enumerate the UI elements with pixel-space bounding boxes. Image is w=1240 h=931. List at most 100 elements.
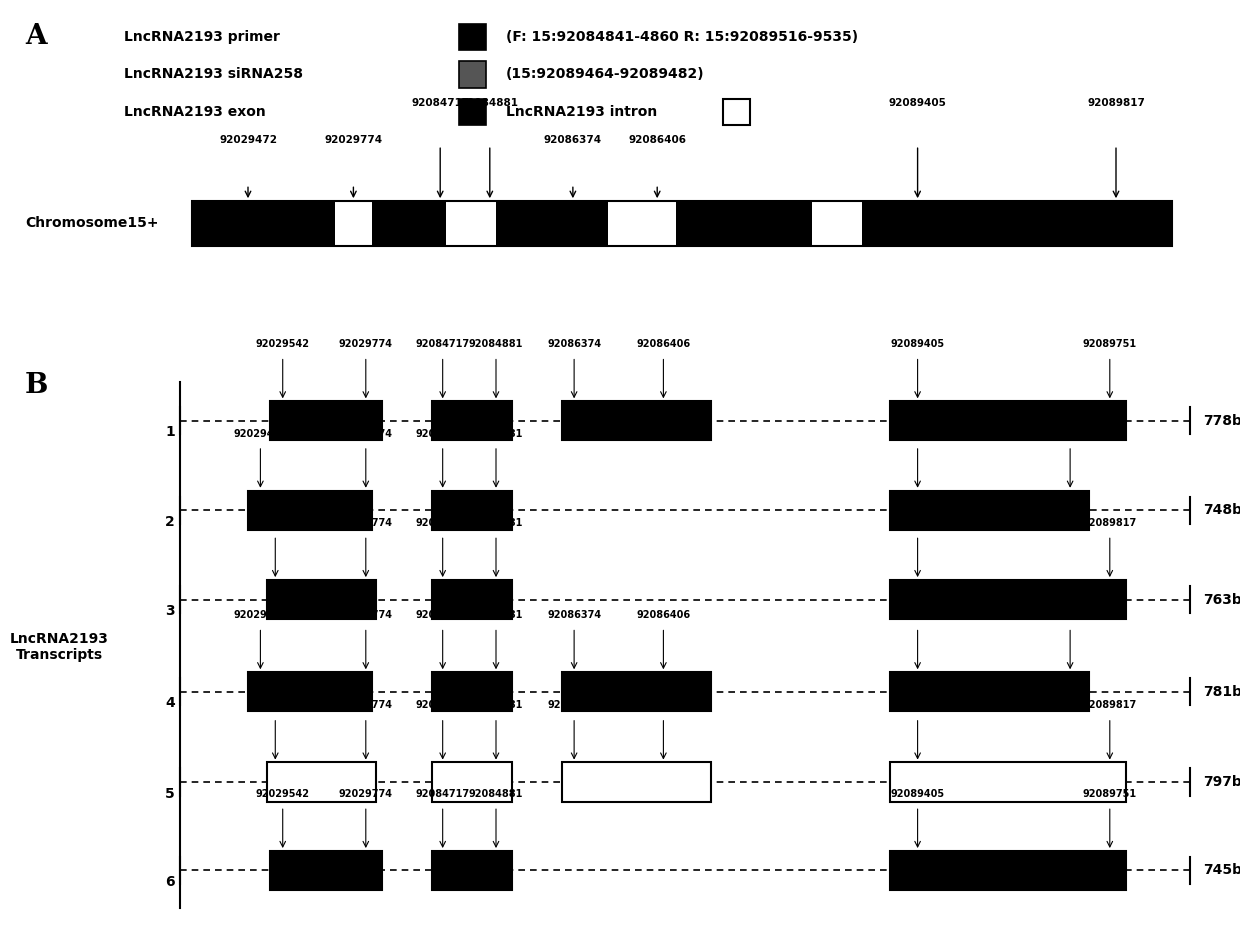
Text: 745bp: 745bp	[1203, 863, 1240, 878]
Bar	[432, 672, 512, 711]
Bar	[432, 851, 512, 890]
Text: 92089405: 92089405	[890, 610, 945, 620]
Text: 92029774: 92029774	[339, 610, 393, 620]
Text: 92084717: 92084717	[415, 518, 470, 528]
Bar	[459, 99, 486, 125]
Text: 92029774: 92029774	[339, 339, 393, 349]
Text: 92089817: 92089817	[1083, 700, 1137, 710]
Text: LncRNA2193 primer: LncRNA2193 primer	[124, 30, 280, 45]
Text: (15:92089464-92089482): (15:92089464-92089482)	[506, 67, 704, 82]
Text: 92029472: 92029472	[219, 135, 277, 145]
Text: LncRNA2193 intron: LncRNA2193 intron	[506, 104, 657, 119]
Text: LncRNA2193
Transcripts: LncRNA2193 Transcripts	[10, 632, 109, 662]
Text: 92084881: 92084881	[461, 98, 518, 108]
Bar	[192, 201, 1172, 246]
Text: LncRNA2193 exon: LncRNA2193 exon	[124, 104, 265, 119]
Text: 92089405: 92089405	[889, 98, 946, 108]
Bar	[267, 762, 376, 802]
Text: 92084881: 92084881	[469, 700, 523, 710]
Text: 92089684: 92089684	[1043, 428, 1097, 439]
Text: A: A	[25, 23, 46, 50]
Text: B: B	[25, 372, 48, 399]
Bar	[890, 401, 1126, 440]
Bar	[372, 201, 446, 246]
Bar	[192, 201, 1172, 246]
Bar	[335, 201, 372, 246]
Text: 92089817: 92089817	[1087, 98, 1145, 108]
Text: 92029774: 92029774	[339, 428, 393, 439]
Text: 92084881: 92084881	[469, 789, 523, 799]
Text: 92086406: 92086406	[629, 135, 686, 145]
Text: 92089405: 92089405	[890, 339, 945, 349]
Bar	[890, 491, 1089, 530]
Text: 92089405: 92089405	[890, 518, 945, 528]
Text: 92029774: 92029774	[339, 518, 393, 528]
Text: 92089817: 92089817	[1083, 518, 1137, 528]
Bar	[270, 401, 382, 440]
Text: 1: 1	[165, 425, 175, 439]
Bar	[562, 672, 711, 711]
Bar	[270, 851, 382, 890]
Text: 92086374: 92086374	[547, 339, 601, 349]
Text: 92029774: 92029774	[339, 700, 393, 710]
Bar	[608, 201, 676, 246]
Text: 92084717: 92084717	[415, 339, 470, 349]
Text: 92084717: 92084717	[412, 98, 469, 108]
Text: 92029472: 92029472	[233, 610, 288, 620]
Bar	[890, 580, 1126, 619]
Bar	[723, 99, 750, 125]
Text: Chromosome15+: Chromosome15+	[25, 216, 159, 231]
Text: 92086374: 92086374	[547, 700, 601, 710]
Text: 5: 5	[165, 787, 175, 801]
Text: 92089405: 92089405	[890, 428, 945, 439]
Text: 92029774: 92029774	[339, 789, 393, 799]
Text: 92086406: 92086406	[636, 610, 691, 620]
Text: 778bp: 778bp	[1203, 413, 1240, 428]
Bar	[862, 201, 1172, 246]
Text: 781bp: 781bp	[1203, 684, 1240, 699]
Bar	[432, 401, 512, 440]
Text: 92084881: 92084881	[469, 339, 523, 349]
Text: 2: 2	[165, 515, 175, 529]
Text: 92029774: 92029774	[325, 135, 382, 145]
Bar	[432, 491, 512, 530]
Text: 6: 6	[165, 875, 175, 889]
Bar	[562, 762, 711, 802]
Text: 748bp: 748bp	[1203, 503, 1240, 518]
Bar	[446, 201, 496, 246]
Text: 92084881: 92084881	[469, 610, 523, 620]
Bar	[496, 201, 608, 246]
Text: 763bp: 763bp	[1203, 592, 1240, 607]
Text: 92089751: 92089751	[1083, 789, 1137, 799]
Text: 92084881: 92084881	[469, 428, 523, 439]
Bar	[812, 201, 862, 246]
Text: 92086406: 92086406	[636, 700, 691, 710]
Bar	[459, 61, 486, 88]
Text: 92029542: 92029542	[255, 789, 310, 799]
Text: 92089751: 92089751	[1083, 339, 1137, 349]
Bar	[432, 762, 512, 802]
Bar	[459, 24, 486, 50]
Text: 92029589: 92029589	[248, 518, 303, 528]
Text: 3: 3	[165, 604, 175, 618]
Text: 92089405: 92089405	[890, 700, 945, 710]
Bar	[890, 851, 1126, 890]
Text: 92086406: 92086406	[636, 339, 691, 349]
Bar	[890, 762, 1126, 802]
Text: 92084717: 92084717	[415, 610, 470, 620]
Text: 92089405: 92089405	[890, 789, 945, 799]
Text: 4: 4	[165, 696, 175, 710]
Text: 797bp: 797bp	[1203, 775, 1240, 789]
Bar	[267, 580, 376, 619]
Text: 92086374: 92086374	[547, 610, 601, 620]
Text: 92084881: 92084881	[469, 518, 523, 528]
Bar	[562, 401, 711, 440]
Bar	[248, 491, 372, 530]
Text: LncRNA2193 siRNA258: LncRNA2193 siRNA258	[124, 67, 303, 82]
Text: 92084717: 92084717	[415, 428, 470, 439]
Text: 92086374: 92086374	[544, 135, 601, 145]
Text: 92029472: 92029472	[233, 428, 288, 439]
Bar	[676, 201, 812, 246]
Text: 92084717: 92084717	[415, 700, 470, 710]
Text: (F: 15:92084841-4860 R: 15:92089516-9535): (F: 15:92084841-4860 R: 15:92089516-9535…	[506, 30, 858, 45]
